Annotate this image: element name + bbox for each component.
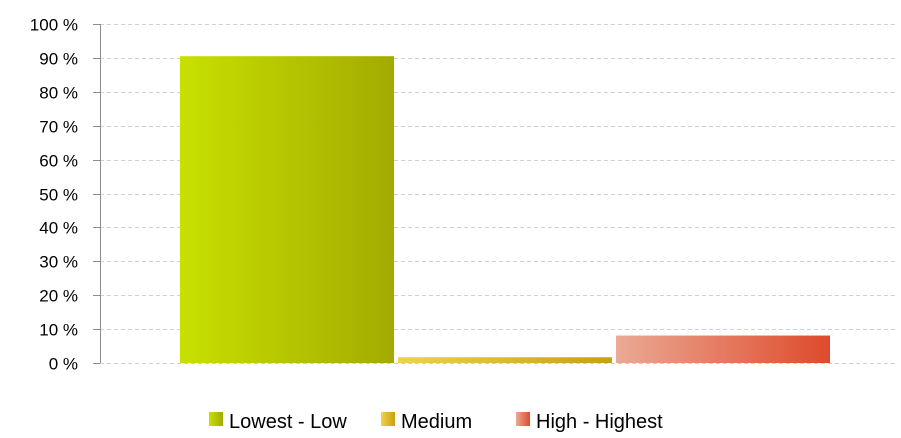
legend-swatch	[381, 412, 395, 426]
y-tick-label: 40 %	[39, 219, 78, 238]
legend-label: High - Highest	[536, 411, 663, 433]
y-tick-label: 50 %	[39, 186, 78, 205]
bar-medium	[398, 357, 612, 363]
y-tick-label: 0 %	[49, 355, 78, 374]
bars	[180, 56, 830, 364]
legend-label: Lowest - Low	[229, 411, 347, 433]
y-tick-label: 30 %	[39, 253, 78, 272]
y-axis: 0 % 10 % 20 % 30 % 40 % 50 % 60 % 70 % 80 % 90 % 1…	[30, 16, 896, 374]
y-tick-label: 100 %	[30, 16, 78, 35]
y-tick-label: 10 %	[39, 321, 78, 340]
y-tick-label: 70 %	[39, 118, 78, 137]
bar-lowest-low	[180, 56, 394, 364]
legend-swatch	[516, 412, 530, 426]
bar-high-highest	[616, 335, 830, 363]
y-tick-label: 20 %	[39, 287, 78, 306]
legend-label: Medium	[401, 411, 472, 433]
legend: Lowest - Low Medium High - Highest	[209, 411, 663, 433]
y-tick-label: 80 %	[39, 84, 78, 103]
y-tick-label: 90 %	[39, 50, 78, 69]
y-tick-label: 60 %	[39, 152, 78, 171]
legend-swatch	[209, 412, 223, 426]
